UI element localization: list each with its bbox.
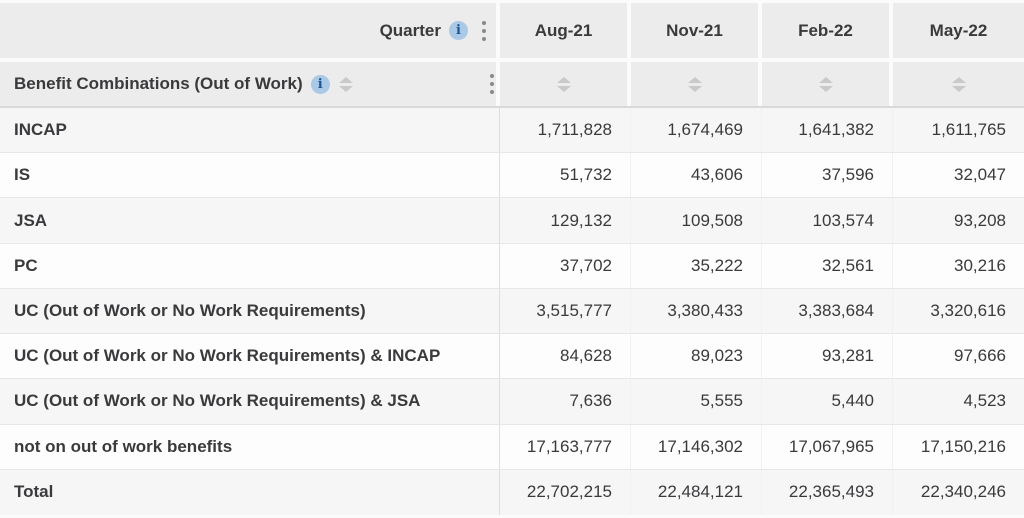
row-label: PC [0,243,500,288]
value-cell: 3,515,777 [500,288,631,334]
row-dimension-header-row: Benefit Combinations (Out of Work) i [0,62,1024,106]
kebab-menu-icon[interactable] [488,72,496,96]
value-cell: 89,023 [631,334,762,379]
sort-icon[interactable] [687,76,702,92]
value-cell: 3,383,684 [762,288,893,334]
column-header-label: Aug-21 [534,20,593,40]
column-header-label: Feb-22 [798,20,853,40]
row-dimension-label: Benefit Combinations (Out of Work) [14,74,303,93]
table-row: PC 37,702 35,222 32,561 30,216 [0,243,1024,289]
row-label: UC (Out of Work or No Work Requirements) [0,288,500,334]
quarter-header-row: Quarter i Aug-21 Nov-21 Feb-22 May-22 [0,3,1024,58]
value-cell: 5,440 [762,379,893,424]
row-label: INCAP [0,108,500,153]
value-cell: 35,222 [631,243,762,288]
value-cell: 84,628 [500,334,631,379]
row-label: Total [0,469,500,515]
value-cell: 17,067,965 [762,424,893,469]
table-row: UC (Out of Work or No Work Requirements)… [0,288,1024,335]
info-icon-glyph: i [456,23,461,38]
row-label: IS [0,153,500,198]
value-cell: 97,666 [954,346,1006,366]
info-icon[interactable]: i [310,74,330,94]
sort-icon[interactable] [338,76,353,92]
table-row: UC (Out of Work or No Work Requirements)… [0,379,1024,425]
row-label: JSA [0,198,500,243]
column-header-may-22[interactable]: May-22 [893,3,1024,58]
table-row: UC (Out of Work or No Work Requirements)… [0,334,1024,380]
value-cell: 22,702,215 [500,469,631,515]
value-cell: 22,365,493 [762,469,893,515]
column-sort-cell-feb-22 [762,62,893,106]
value-cell: 17,150,216 [920,436,1006,456]
column-header-nov-21[interactable]: Nov-21 [631,3,762,58]
table-row: IS 51,732 43,606 37,596 32,047 [0,153,1024,199]
column-sort-cell-nov-21 [631,62,762,106]
value-cell: 93,208 [954,210,1006,230]
value-cell: 1,674,469 [631,108,762,153]
value-cell: 129,132 [500,198,631,243]
row-dimension-header[interactable]: Benefit Combinations (Out of Work) i [0,62,500,106]
value-cell: 22,484,121 [631,469,762,515]
value-cell: 1,711,828 [500,108,631,153]
column-header-label: May-22 [929,20,988,40]
value-cell: 5,555 [631,379,762,424]
value-cell: 3,380,433 [631,288,762,334]
value-cell: 17,146,302 [631,424,762,469]
value-cell: 7,636 [500,379,631,424]
value-cell: 37,596 [762,153,893,198]
table-row: INCAP 1,711,828 1,674,469 1,641,382 1,611,76… [0,108,1024,154]
value-cell: 4,523 [963,391,1006,411]
info-icon-glyph: i [317,76,323,92]
table-row: Total 22,702,215 22,484,121 22,365,493 22,34… [0,469,1024,515]
info-icon[interactable]: i [449,21,468,40]
value-cell: 37,702 [500,243,631,288]
table-body: INCAP 1,711,828 1,674,469 1,641,382 1,611,76… [0,108,1024,515]
row-label: UC (Out of Work or No Work Requirements)… [0,334,500,379]
sort-icon[interactable] [951,76,966,92]
quarter-header-label: Quarter [379,20,441,40]
column-header-label: Nov-21 [666,20,723,40]
value-cell: 17,163,777 [500,424,631,469]
value-cell: 32,047 [954,165,1006,185]
quarter-dimension-header[interactable]: Quarter i [0,3,500,58]
row-label: not on out of work benefits [0,424,500,469]
column-sort-cell-may-22 [893,62,1024,106]
value-cell: 93,281 [762,334,893,379]
column-header-feb-22[interactable]: Feb-22 [762,3,893,58]
value-cell: 32,561 [762,243,893,288]
table-row: not on out of work benefits 17,163,777 17,… [0,424,1024,470]
value-cell: 1,611,765 [931,120,1006,140]
value-cell: 103,574 [762,198,893,243]
column-header-aug-21[interactable]: Aug-21 [500,3,631,58]
value-cell: 43,606 [631,153,762,198]
table-header: Quarter i Aug-21 Nov-21 Feb-22 May-22 Benef… [0,0,1024,108]
value-cell: 1,641,382 [762,108,893,153]
table-row: JSA 129,132 109,508 103,574 93,208 [0,198,1024,244]
kebab-menu-icon[interactable] [480,19,488,43]
sort-icon[interactable] [556,76,571,92]
value-cell: 22,340,246 [920,482,1006,502]
value-cell: 109,508 [631,198,762,243]
row-label: UC (Out of Work or No Work Requirements)… [0,379,500,424]
sort-icon[interactable] [818,76,833,92]
column-sort-cell-aug-21 [500,62,631,106]
value-cell: 51,732 [500,153,631,198]
value-cell: 3,320,616 [930,300,1006,320]
value-cell: 30,216 [954,255,1006,275]
